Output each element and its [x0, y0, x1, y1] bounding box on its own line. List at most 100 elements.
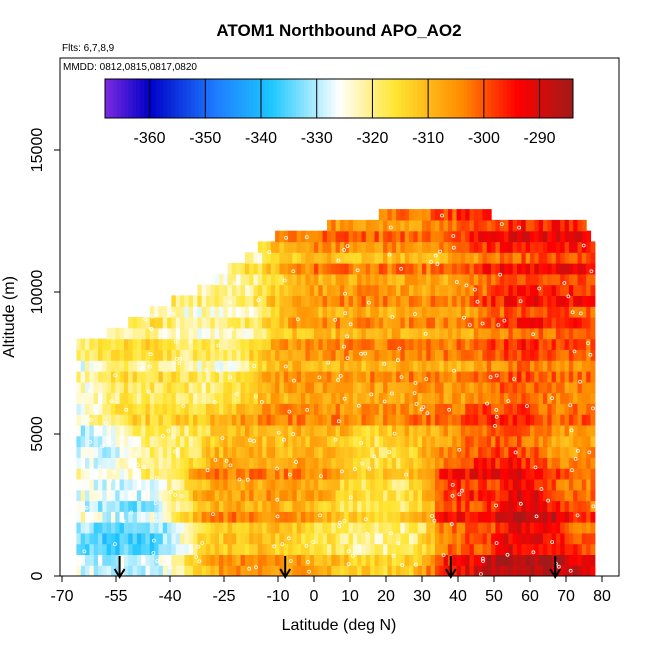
heatmap-cell: [422, 371, 427, 383]
heatmap-cell: [538, 284, 544, 296]
heatmap-cell: [512, 489, 518, 502]
heatmap-cell: [357, 522, 363, 534]
heatmap-cell: [283, 489, 289, 502]
heatmap-cell: [573, 349, 579, 361]
heatmap-cell: [517, 338, 522, 350]
heatmap-cell: [525, 457, 531, 469]
heatmap-cell: [564, 360, 570, 372]
heatmap-cell: [270, 263, 276, 275]
heatmap-cell: [145, 317, 151, 329]
heatmap-cell: [499, 252, 505, 264]
heatmap-cell: [231, 306, 237, 318]
heatmap-cell: [253, 489, 259, 502]
heatmap-cell: [93, 522, 99, 534]
heatmap-cell: [430, 306, 436, 318]
heatmap-cell: [469, 349, 475, 361]
heatmap-cell: [240, 478, 246, 491]
heatmap-cell: [141, 381, 147, 394]
heatmap-cell: [439, 338, 445, 350]
sample-marker: [414, 402, 419, 406]
heatmap-cell: [270, 446, 276, 458]
heatmap-cell: [292, 522, 298, 534]
colorbar-segment: [534, 79, 539, 118]
heatmap-cell: [447, 381, 453, 394]
heatmap-cell: [145, 554, 151, 566]
heatmap-cell: [314, 511, 319, 523]
heatmap-cell: [236, 263, 242, 275]
heatmap-cell: [175, 489, 181, 502]
heatmap-cell: [361, 371, 367, 383]
sample-marker: [539, 487, 544, 491]
heatmap-cell: [257, 360, 263, 372]
heatmap-cell: [538, 489, 544, 502]
heatmap-cell: [309, 468, 315, 480]
heatmap-cell: [331, 500, 337, 512]
flights-note: Flts: 6,7,8,9: [62, 43, 115, 54]
heatmap-cell: [80, 360, 86, 372]
heatmap-cell: [314, 284, 319, 296]
heatmap-cell: [145, 489, 151, 502]
heatmap-cell: [573, 381, 579, 394]
heatmap-cell: [391, 327, 397, 340]
heatmap-cell: [223, 414, 229, 426]
heatmap-cell: [586, 532, 592, 545]
heatmap-cell: [456, 414, 462, 426]
heatmap-cell: [223, 424, 229, 437]
heatmap-cell: [167, 414, 172, 426]
heatmap-cell: [560, 392, 566, 404]
heatmap-cell: [456, 241, 462, 253]
heatmap-cell: [266, 241, 272, 253]
heatmap-cell: [301, 327, 306, 340]
heatmap-cell: [257, 284, 263, 296]
heatmap-cell: [370, 295, 376, 307]
heatmap-cell: [417, 209, 423, 221]
heatmap-cell: [391, 317, 397, 329]
heatmap-cell: [460, 435, 466, 448]
heatmap-cell: [158, 371, 164, 383]
heatmap-cell: [525, 284, 531, 296]
heatmap-cell: [439, 392, 445, 404]
heatmap-cell: [443, 284, 449, 296]
heatmap-cell: [560, 360, 566, 372]
colorbar-segment: [214, 79, 219, 118]
heatmap-cell: [551, 306, 557, 318]
heatmap-cell: [452, 435, 458, 448]
colorbar-segment: [452, 79, 457, 118]
heatmap-cell: [547, 360, 553, 372]
heatmap-cell: [517, 252, 522, 264]
heatmap-cell: [482, 457, 488, 469]
heatmap-cell: [538, 327, 544, 340]
heatmap-cell: [452, 478, 458, 491]
heatmap-cell: [404, 241, 410, 253]
heatmap-cell: [460, 263, 466, 275]
colorbar-segment: [432, 79, 437, 118]
heatmap-cell: [491, 306, 496, 318]
heatmap-cell: [301, 295, 306, 307]
x-tick-label: -70: [50, 588, 73, 605]
heatmap-cell: [482, 317, 488, 329]
heatmap-cell: [93, 424, 99, 437]
heatmap-cell: [257, 500, 263, 512]
heatmap-cell: [443, 209, 449, 221]
heatmap-cell: [119, 468, 125, 480]
heatmap-cell: [106, 371, 112, 383]
heatmap-cell: [491, 327, 496, 340]
heatmap-cell: [231, 543, 237, 555]
sample-marker: [304, 235, 309, 240]
heatmap-cell: [517, 403, 522, 415]
heatmap-cell: [422, 489, 427, 502]
heatmap-cell: [141, 392, 147, 404]
heatmap-cell: [473, 306, 479, 318]
heatmap-cell: [249, 360, 255, 372]
heatmap-cell: [98, 446, 103, 458]
heatmap-cell: [141, 435, 147, 448]
sample-marker: [505, 552, 510, 557]
heatmap-cell: [141, 327, 147, 340]
heatmap-cell: [184, 511, 190, 523]
heatmap-cell: [309, 273, 315, 286]
heatmap-cell: [249, 424, 255, 437]
colorbar-segment: [261, 79, 266, 118]
heatmap-cell: [378, 219, 384, 232]
heatmap-cell: [543, 317, 548, 329]
heatmap-cell: [348, 489, 354, 502]
